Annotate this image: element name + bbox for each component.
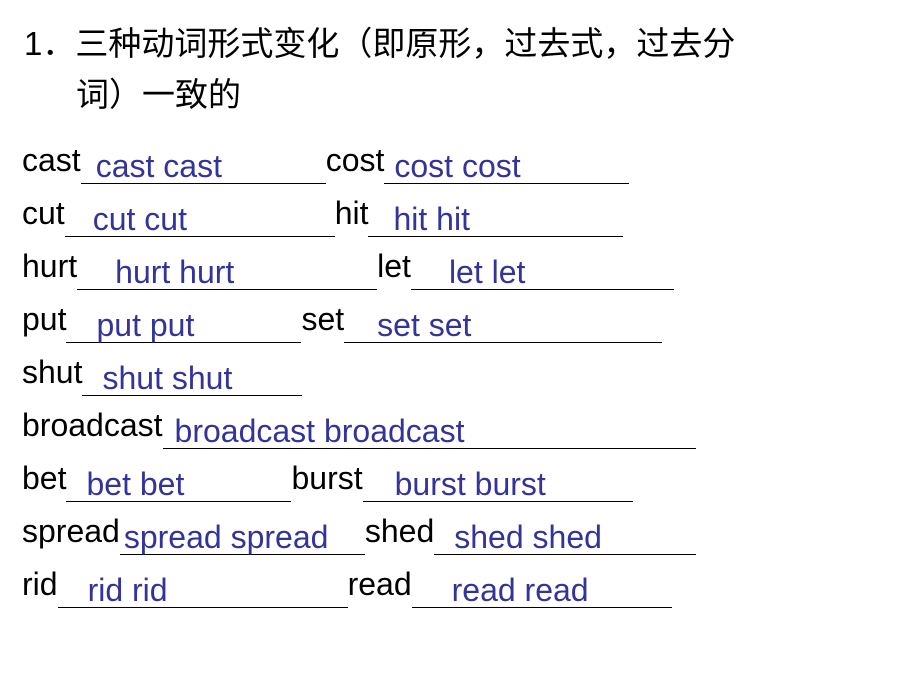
answer-blank: cast cast bbox=[81, 140, 326, 184]
answer-blank: spread spread bbox=[120, 511, 365, 555]
title-line-2: 词）一致的 bbox=[24, 69, 910, 120]
answer-text: shed shed bbox=[454, 519, 602, 556]
answer-text: rid rid bbox=[88, 572, 168, 609]
base-verb: hit bbox=[335, 187, 369, 240]
answer-blank: let let bbox=[411, 246, 674, 290]
title: 1．三种动词形式变化（即原形，过去式，过去分 词）一致的 bbox=[22, 18, 910, 120]
base-verb: put bbox=[22, 293, 66, 346]
base-verb: cut bbox=[22, 187, 65, 240]
answer-text: read read bbox=[452, 572, 589, 609]
answer-text: let let bbox=[449, 254, 525, 291]
answer-text: cut cut bbox=[93, 201, 187, 238]
answer-blank: shut shut bbox=[82, 352, 302, 396]
base-verb: set bbox=[301, 293, 344, 346]
answer-text: burst burst bbox=[395, 466, 546, 503]
base-verb: read bbox=[348, 558, 412, 611]
answer-text: put put bbox=[96, 307, 194, 344]
base-verb: cast bbox=[22, 134, 81, 187]
document-container: 1．三种动词形式变化（即原形，过去式，过去分 词）一致的 cast cast ca… bbox=[0, 0, 920, 621]
answer-blank: set set bbox=[344, 299, 662, 343]
verb-row: spreadspread spread shed shed shed bbox=[22, 505, 910, 558]
answer-blank: broadcast broadcast bbox=[163, 405, 696, 449]
answer-blank: cut cut bbox=[65, 193, 335, 237]
answer-blank: hurt hurt bbox=[77, 246, 377, 290]
answer-text: cast cast bbox=[96, 148, 222, 185]
base-verb: burst bbox=[291, 452, 362, 505]
base-verb: bet bbox=[22, 452, 66, 505]
base-verb: hurt bbox=[22, 240, 77, 293]
verb-row: put put put set set set bbox=[22, 293, 910, 346]
answer-text: set set bbox=[377, 307, 471, 344]
base-verb: rid bbox=[22, 558, 58, 611]
answer-text: spread spread bbox=[124, 519, 329, 556]
verb-row: rid rid rid read read read bbox=[22, 558, 910, 611]
base-verb: spread bbox=[22, 505, 120, 558]
base-verb: shed bbox=[365, 505, 434, 558]
answer-text: hit hit bbox=[393, 201, 469, 238]
answer-blank: rid rid bbox=[58, 564, 348, 608]
verb-row: cast cast cast costcost cost bbox=[22, 134, 910, 187]
base-verb: cost bbox=[326, 134, 385, 187]
base-verb: shut bbox=[22, 346, 82, 399]
answer-text: cost cost bbox=[394, 148, 520, 185]
base-verb: let bbox=[377, 240, 411, 293]
answer-blank: burst burst bbox=[363, 458, 633, 502]
verb-row: broadcast broadcast broadcast bbox=[22, 399, 910, 452]
verb-row: cut cut cut hit hit hit bbox=[22, 187, 910, 240]
answer-text: shut shut bbox=[102, 360, 232, 397]
answer-blank: read read bbox=[412, 564, 672, 608]
verb-rows: castcast castcostcost costcutcut cuthith… bbox=[22, 134, 910, 611]
answer-text: broadcast broadcast bbox=[175, 413, 465, 450]
verb-row: shut shut shut bbox=[22, 346, 910, 399]
answer-text: bet bet bbox=[86, 466, 184, 503]
title-line-1: 1．三种动词形式变化（即原形，过去式，过去分 bbox=[24, 18, 910, 69]
verb-row: bet bet bet burst burst burst bbox=[22, 452, 910, 505]
answer-text: hurt hurt bbox=[115, 254, 234, 291]
verb-row: hurt hurt hurt let let let bbox=[22, 240, 910, 293]
answer-blank: cost cost bbox=[384, 140, 629, 184]
answer-blank: put put bbox=[66, 299, 301, 343]
answer-blank: shed shed bbox=[434, 511, 696, 555]
answer-blank: hit hit bbox=[368, 193, 623, 237]
base-verb: broadcast bbox=[22, 399, 163, 452]
answer-blank: bet bet bbox=[66, 458, 291, 502]
